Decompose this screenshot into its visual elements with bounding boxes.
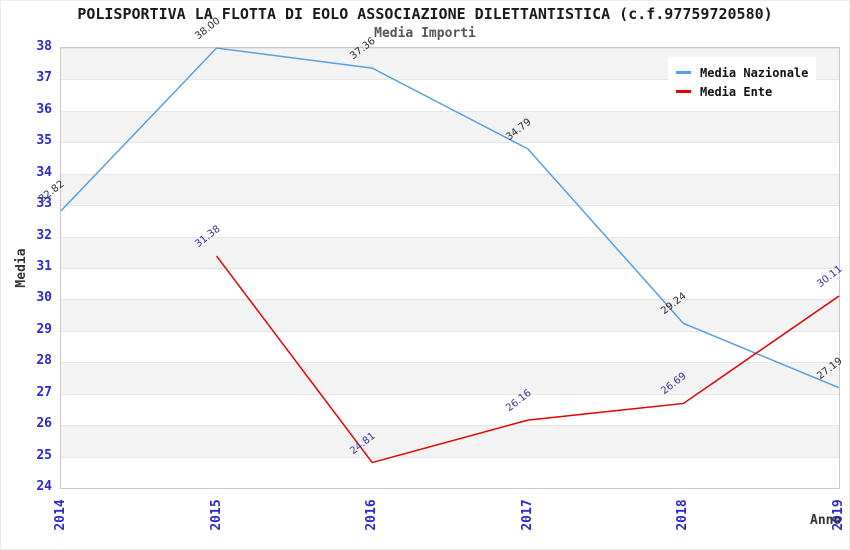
chart-title: POLISPORTIVA LA FLOTTA DI EOLO ASSOCIAZI…: [77, 5, 773, 23]
y-tick-label: 31: [36, 259, 52, 274]
y-tick-label: 28: [36, 353, 52, 369]
x-tick-label: 2018: [675, 499, 691, 531]
grid-band: [61, 205, 839, 237]
grid-band: [61, 236, 839, 268]
legend-item-media-nazionale: Media Nazionale: [676, 63, 808, 82]
series-line-0: [60, 47, 840, 389]
chart-subtitle: Media Importi: [374, 26, 476, 41]
y-tick-label: 35: [36, 133, 52, 149]
grid-band: [61, 110, 839, 143]
y-tick-label: 30: [36, 290, 52, 306]
y-tick-label: 25: [36, 447, 52, 463]
x-axis-title: Anno: [810, 513, 842, 528]
y-tick-label: 32: [36, 227, 52, 243]
grid-band: [61, 330, 839, 363]
x-tick-label: 2015: [208, 499, 224, 531]
grid-band: [61, 268, 839, 300]
y-tick-label: 27: [36, 384, 52, 400]
y-tick-label: 26: [36, 416, 52, 432]
grid-band: [61, 362, 839, 394]
legend-item-media-ente: Media Ente: [676, 82, 808, 101]
x-tick-label: 2017: [519, 499, 535, 531]
legend-label: Media Ente: [700, 84, 773, 99]
y-tick-label: 33: [36, 196, 52, 212]
y-tick-label: 29: [36, 321, 52, 337]
legend-label: Media Nazionale: [700, 65, 809, 80]
y-tick-label: 37: [36, 70, 52, 86]
plot-area: [60, 47, 840, 489]
grid-band: [61, 142, 839, 174]
grid-band: [61, 393, 839, 426]
grid-band: [61, 299, 839, 331]
y-tick-label: 24: [36, 479, 52, 494]
grid-band: [61, 173, 839, 206]
x-tick-label: 2016: [364, 499, 380, 531]
grid-band: [61, 456, 839, 488]
series-lines: [60, 47, 840, 464]
y-axis-title: Media: [14, 248, 29, 288]
y-tick-label: 34: [36, 164, 52, 180]
y-tick-label: 36: [36, 101, 52, 117]
x-tick-label: 2014: [53, 499, 68, 531]
grid-band: [61, 425, 839, 457]
legend-swatch-media-ente: [676, 90, 691, 93]
y-tick-label: 38: [36, 39, 52, 54]
legend: Media Nazionale Media Ente: [668, 57, 816, 107]
legend-swatch-media-nazionale: [676, 71, 691, 74]
series-line-1: [216, 255, 840, 464]
